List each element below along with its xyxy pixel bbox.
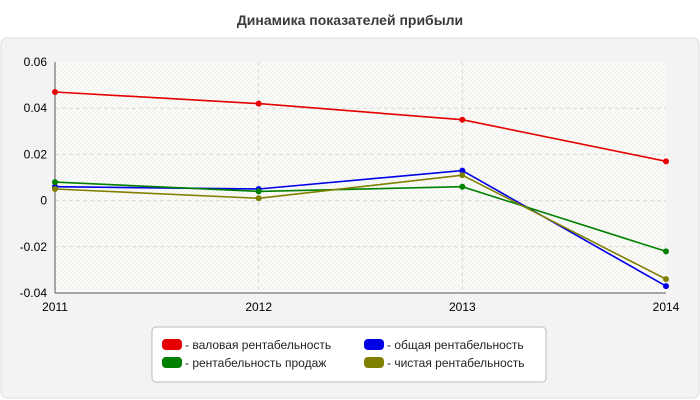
y-tick-labels: 0.06 0.04 0.02 0 -0.02 -0.04 bbox=[20, 55, 48, 300]
axes bbox=[54, 62, 666, 294]
legend-box bbox=[151, 326, 547, 383]
legend-label: - общая рентабельность bbox=[387, 338, 524, 352]
y-tick-label: 0 bbox=[40, 194, 47, 208]
series-line bbox=[54, 174, 667, 280]
legend-item[interactable]: - общая рентабельность bbox=[364, 338, 524, 352]
data-point[interactable] bbox=[255, 188, 262, 195]
y-tick-label: 0.06 bbox=[24, 55, 48, 69]
data-point[interactable] bbox=[255, 100, 262, 107]
x-tick-label: 2013 bbox=[449, 300, 476, 314]
legend-item[interactable]: - рентабельность продаж bbox=[162, 356, 326, 370]
y-tick-label: 0.02 bbox=[24, 147, 48, 161]
series-0 bbox=[52, 89, 669, 165]
data-point[interactable] bbox=[663, 283, 669, 290]
legend-swatch bbox=[162, 357, 182, 368]
legend-swatch bbox=[162, 339, 182, 350]
chart-title: Динамика показателей прибыли bbox=[237, 12, 463, 28]
series-line bbox=[54, 91, 667, 163]
y-tick-label: -0.02 bbox=[20, 240, 48, 254]
x-tick-labels: 2011 2012 2013 2014 bbox=[42, 300, 680, 314]
legend-label: - валовая рентабельность bbox=[185, 338, 331, 352]
y-tick-label: -0.04 bbox=[20, 286, 48, 300]
data-point[interactable] bbox=[52, 89, 58, 96]
y-tick-label: 0.04 bbox=[24, 101, 48, 115]
legend-label: - чистая рентабельность bbox=[387, 356, 524, 370]
legend-label: - рентабельность продаж bbox=[185, 356, 326, 370]
data-point[interactable] bbox=[663, 248, 669, 255]
series-3 bbox=[52, 172, 669, 283]
data-point[interactable] bbox=[459, 116, 466, 123]
x-tick-label: 2014 bbox=[653, 300, 680, 314]
series-line bbox=[54, 169, 667, 287]
x-tick-label: 2012 bbox=[245, 300, 272, 314]
data-point[interactable] bbox=[459, 183, 466, 190]
legend-item[interactable]: - валовая рентабельность bbox=[162, 338, 331, 352]
legend: - валовая рентабельность - общая рентабел… bbox=[151, 326, 547, 383]
data-point[interactable] bbox=[459, 172, 466, 179]
x-tick-label: 2011 bbox=[42, 300, 68, 314]
legend-item[interactable]: - чистая рентабельность bbox=[364, 356, 524, 370]
data-point[interactable] bbox=[459, 167, 466, 174]
data-point[interactable] bbox=[52, 179, 58, 186]
plot-area bbox=[55, 62, 666, 293]
legend-swatch bbox=[364, 357, 384, 368]
legend-swatch bbox=[364, 339, 384, 350]
series-lines bbox=[52, 89, 669, 290]
data-point[interactable] bbox=[663, 158, 669, 165]
data-point[interactable] bbox=[255, 195, 262, 202]
data-point[interactable] bbox=[52, 186, 58, 193]
series-line bbox=[54, 181, 667, 253]
series-2 bbox=[52, 179, 669, 255]
data-point[interactable] bbox=[663, 276, 669, 283]
